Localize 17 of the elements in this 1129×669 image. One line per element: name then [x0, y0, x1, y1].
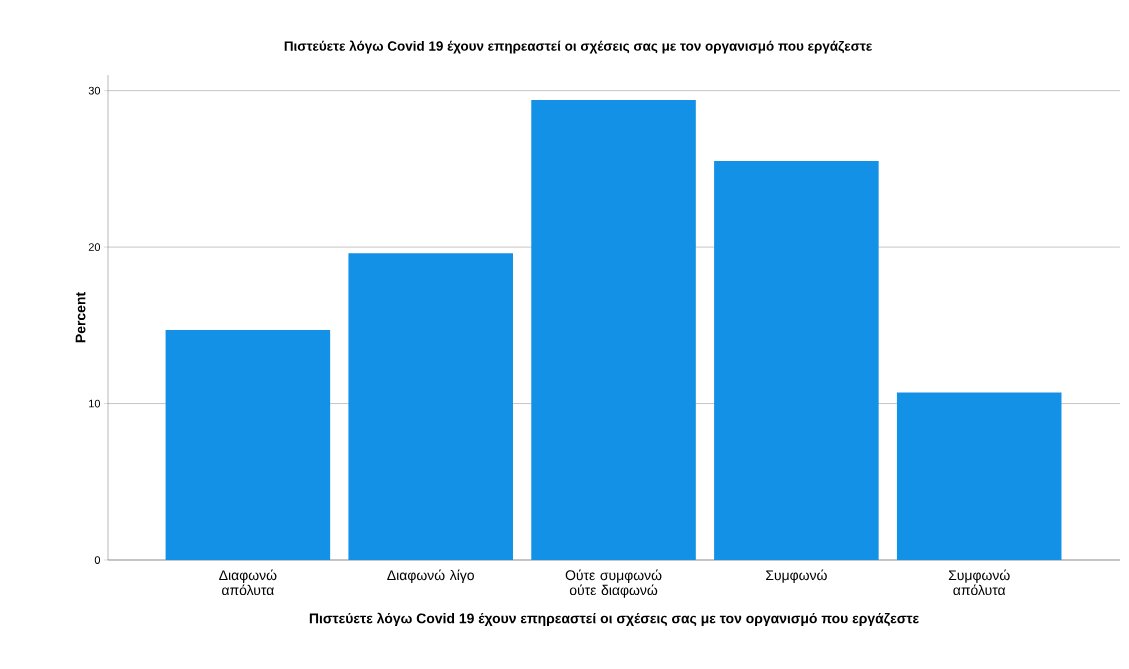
y-tick-label: 10 [89, 399, 101, 408]
y-axis-title: Percent [75, 292, 86, 343]
bar [165, 330, 331, 560]
bar [348, 253, 513, 560]
bar [896, 392, 1062, 560]
y-tick-label: 30 [88, 86, 101, 95]
bar [531, 100, 696, 560]
x-tick-label: Ούτε συμφωνώ ούτε διαφωνώ [565, 569, 662, 598]
x-axis-title: Πιστεύετε λόγω Covid 19 έχουν επηρεαστεί οι σχέσεις σας με τον οργανισμό που εργάζεστε [309, 612, 919, 627]
y-tick-label: 0 [94, 556, 101, 564]
x-tick-label: Συμφωνώ απόλυτα [948, 569, 1010, 596]
y-tick-label: 20 [88, 243, 101, 251]
x-tick-label: Διαφωνώ απόλυτα [219, 569, 277, 596]
x-tick-label: Διαφωνώ λίγο [387, 569, 474, 583]
x-tick-label: Συμφωνώ [766, 569, 827, 583]
chart-title: Πιστεύετε λόγω Covid 19 έχουν επηρεαστεί οι σχέσεις σας με τον οργανισμό που εργάζεστε [284, 40, 873, 54]
bar [714, 161, 879, 560]
